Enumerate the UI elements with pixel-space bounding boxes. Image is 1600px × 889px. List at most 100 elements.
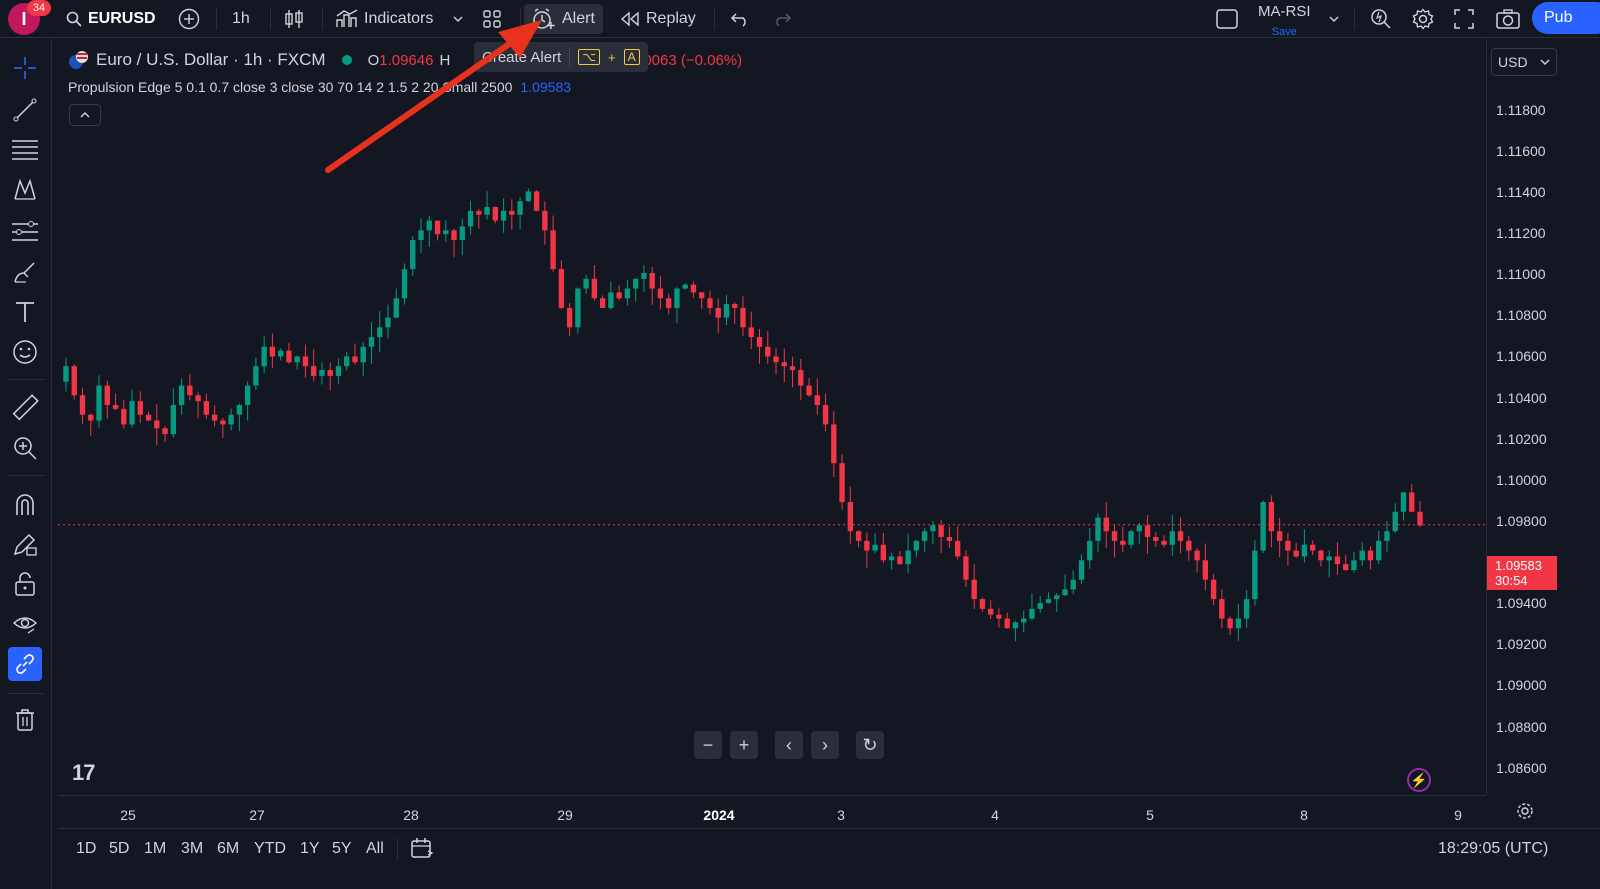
candle-up (1045, 599, 1052, 603)
tradingview-logo[interactable]: 17 (72, 760, 96, 785)
indicators-dropdown[interactable] (444, 4, 472, 34)
candle-up (723, 304, 730, 318)
alert-button[interactable]: Alert (524, 4, 603, 34)
indicators-button[interactable]: Indicators (328, 4, 441, 34)
symbol-search-button[interactable]: EURUSD (58, 4, 164, 34)
range-6m[interactable]: 6M (217, 840, 240, 857)
time-label-year: 2024 (703, 807, 735, 823)
candle-up (228, 414, 234, 425)
quick-search-icon (1371, 9, 1391, 29)
range-5y[interactable]: 5Y (332, 840, 352, 857)
candle-down (195, 395, 201, 402)
candle-down (781, 362, 787, 367)
range-5d[interactable]: 5D (109, 840, 130, 857)
axis-settings-button[interactable] (1512, 800, 1538, 822)
ruler-tool[interactable] (8, 391, 42, 425)
fullscreen-button[interactable] (1446, 4, 1482, 34)
indicator-legend[interactable]: Propulsion Edge 5 0.1 0.7 close 3 close … (68, 79, 571, 95)
price-label: 1.11400 (1496, 184, 1546, 200)
drawing-toolbar (0, 39, 52, 889)
reset-chart-button[interactable]: ↻ (856, 731, 884, 759)
trend-line-tool[interactable] (8, 93, 42, 127)
chevron-up-icon (80, 112, 90, 118)
range-3m[interactable]: 3M (181, 840, 204, 857)
candle-down (806, 385, 812, 396)
candle-down (1186, 540, 1192, 551)
clock-timezone[interactable]: 18:29:05 (UTC) (1438, 840, 1549, 857)
fib-tool[interactable] (8, 133, 42, 167)
candle-down (211, 414, 218, 421)
range-1d[interactable]: 1D (76, 840, 97, 857)
zoom-tool[interactable] (8, 431, 42, 465)
settings-button[interactable] (1404, 4, 1442, 34)
candle-down (1004, 618, 1010, 629)
lightning-icon[interactable]: ⚡ (1407, 768, 1431, 792)
magnet-tool[interactable] (8, 487, 42, 521)
toolbar-divider (8, 379, 44, 380)
emoji-tool[interactable] (8, 335, 42, 369)
range-1y[interactable]: 1Y (300, 840, 320, 857)
hide-drawings-tool[interactable] (8, 607, 42, 641)
candle-up (178, 385, 185, 405)
candle-down (88, 414, 94, 421)
layout-name-button[interactable]: MA-RSI Save (1250, 4, 1319, 38)
collapse-legend-button[interactable] (69, 104, 101, 126)
currency-select[interactable]: USD (1491, 48, 1557, 76)
text-tool[interactable] (8, 295, 42, 329)
prediction-tool[interactable] (8, 215, 42, 249)
compare-symbol-button[interactable] (170, 4, 208, 34)
candle-down (616, 292, 622, 299)
candle-up (335, 366, 342, 376)
redo-button[interactable] (764, 4, 800, 34)
range-all[interactable]: All (366, 840, 384, 857)
candle-up (1376, 540, 1382, 561)
candle-down (550, 230, 556, 270)
layout-square-button[interactable] (1208, 4, 1246, 34)
candle-up (129, 401, 135, 425)
candle-up (1351, 560, 1357, 570)
quick-search-button[interactable] (1362, 4, 1400, 34)
scroll-left-button[interactable]: ‹ (775, 731, 803, 759)
scroll-right-button[interactable]: › (811, 731, 839, 759)
candle-up (344, 356, 350, 367)
pattern-tool[interactable] (8, 173, 42, 207)
sync-drawings-tool[interactable] (8, 647, 42, 681)
lock-drawings-tool[interactable] (8, 567, 42, 601)
candle-down (987, 608, 994, 615)
brush-tool[interactable] (8, 255, 42, 289)
candle-up (294, 356, 300, 363)
candle-up (360, 346, 366, 363)
crosshair-tool[interactable] (8, 51, 42, 85)
chart-pane[interactable] (58, 39, 1486, 795)
candle-up (872, 544, 878, 551)
market-status-dot[interactable] (341, 55, 352, 65)
candle-down (938, 525, 944, 537)
interval-button[interactable]: 1h (224, 4, 258, 34)
shortcut-option-key: ⌥ (578, 49, 601, 65)
candle-up (63, 366, 69, 382)
range-ytd[interactable]: YTD (254, 840, 286, 857)
zoom-in-button[interactable]: + (730, 731, 758, 759)
delete-drawings-tool[interactable] (8, 703, 42, 737)
alert-label: Alert (562, 10, 595, 27)
chart-type-button[interactable] (276, 4, 312, 34)
candle-up (393, 298, 399, 318)
layout-dropdown[interactable] (1320, 4, 1348, 34)
publish-button[interactable]: Pub (1532, 2, 1600, 34)
calendar-icon (411, 838, 434, 858)
snapshot-button[interactable] (1488, 4, 1528, 34)
replay-button[interactable]: Replay (612, 4, 704, 34)
candle-down (1268, 502, 1275, 532)
goto-date-button[interactable] (410, 837, 434, 859)
link-icon (16, 654, 34, 674)
time-axis[interactable] (58, 795, 1486, 827)
range-1m[interactable]: 1M (144, 840, 167, 857)
candle-down (1417, 511, 1423, 526)
layouts-button[interactable] (474, 4, 510, 34)
keep-drawing-tool[interactable] (8, 527, 42, 561)
candle-down (855, 531, 862, 541)
undo-button[interactable] (722, 4, 758, 34)
price-axis[interactable] (1486, 39, 1600, 795)
zoom-out-button[interactable]: − (694, 731, 722, 759)
candle-up (641, 273, 647, 279)
